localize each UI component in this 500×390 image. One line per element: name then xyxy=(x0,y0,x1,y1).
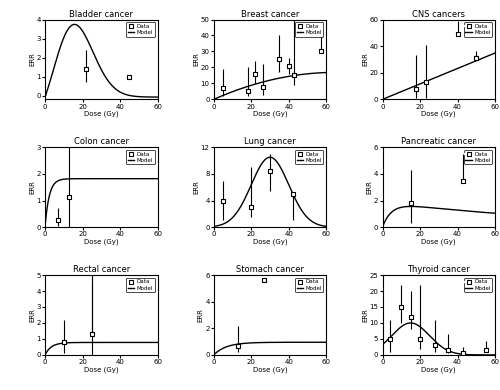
Legend: Data, Model: Data, Model xyxy=(126,22,154,37)
Point xyxy=(234,342,242,349)
Title: Lung cancer: Lung cancer xyxy=(244,138,296,147)
Point xyxy=(88,331,96,337)
Point xyxy=(60,339,68,345)
Title: Thyroid cancer: Thyroid cancer xyxy=(408,265,470,274)
Title: Colon cancer: Colon cancer xyxy=(74,138,129,147)
Point xyxy=(290,72,298,78)
X-axis label: Dose (Gy): Dose (Gy) xyxy=(252,367,288,373)
Legend: Data, Model: Data, Model xyxy=(295,150,324,165)
Title: Breast cancer: Breast cancer xyxy=(241,10,299,19)
Point xyxy=(416,336,424,342)
Point xyxy=(459,177,467,184)
Y-axis label: ERR: ERR xyxy=(366,180,372,194)
X-axis label: Dose (Gy): Dose (Gy) xyxy=(252,239,288,245)
Point xyxy=(316,48,324,55)
Point xyxy=(82,66,90,72)
Point xyxy=(285,63,293,69)
Y-axis label: ERR: ERR xyxy=(193,53,199,66)
X-axis label: Dose (Gy): Dose (Gy) xyxy=(422,111,456,117)
Point xyxy=(66,193,74,200)
Title: Bladder cancer: Bladder cancer xyxy=(69,10,133,19)
Point xyxy=(276,56,283,62)
Point xyxy=(251,71,259,77)
Point xyxy=(219,197,227,204)
X-axis label: Dose (Gy): Dose (Gy) xyxy=(84,111,118,117)
Point xyxy=(412,85,420,92)
Y-axis label: ERR: ERR xyxy=(362,53,368,66)
Legend: Data, Model: Data, Model xyxy=(295,22,324,37)
Point xyxy=(126,73,134,80)
Point xyxy=(397,304,405,310)
Legend: Data, Model: Data, Model xyxy=(295,278,324,292)
Point xyxy=(258,83,266,90)
Point xyxy=(472,55,480,61)
Y-axis label: ERR: ERR xyxy=(29,308,35,322)
Legend: Data, Model: Data, Model xyxy=(464,150,492,165)
Y-axis label: ERR: ERR xyxy=(29,53,35,66)
X-axis label: Dose (Gy): Dose (Gy) xyxy=(422,239,456,245)
Title: CNS cancers: CNS cancers xyxy=(412,10,465,19)
Title: Rectal cancer: Rectal cancer xyxy=(72,265,130,274)
Title: Pancreatic cancer: Pancreatic cancer xyxy=(401,138,476,147)
X-axis label: Dose (Gy): Dose (Gy) xyxy=(84,239,118,245)
Legend: Data, Model: Data, Model xyxy=(464,22,492,37)
Point xyxy=(54,217,62,223)
X-axis label: Dose (Gy): Dose (Gy) xyxy=(422,367,456,373)
Y-axis label: ERR: ERR xyxy=(198,308,203,322)
Point xyxy=(288,191,296,197)
Point xyxy=(406,314,414,320)
Legend: Data, Model: Data, Model xyxy=(464,278,492,292)
Point xyxy=(444,347,452,353)
X-axis label: Dose (Gy): Dose (Gy) xyxy=(84,367,118,373)
X-axis label: Dose (Gy): Dose (Gy) xyxy=(252,111,288,117)
Y-axis label: ERR: ERR xyxy=(362,308,368,322)
Title: Stomach cancer: Stomach cancer xyxy=(236,265,304,274)
Y-axis label: ERR: ERR xyxy=(29,180,35,194)
Point xyxy=(219,85,227,91)
Legend: Data, Model: Data, Model xyxy=(126,278,154,292)
Point xyxy=(260,277,268,284)
Point xyxy=(459,350,467,356)
Point xyxy=(244,88,252,94)
Point xyxy=(431,342,439,348)
Point xyxy=(422,79,430,85)
Point xyxy=(386,336,394,342)
Point xyxy=(248,204,256,210)
Point xyxy=(454,31,462,37)
Legend: Data, Model: Data, Model xyxy=(126,150,154,165)
Y-axis label: ERR: ERR xyxy=(194,180,200,194)
Point xyxy=(266,167,274,174)
Point xyxy=(482,347,490,353)
Point xyxy=(406,200,414,206)
